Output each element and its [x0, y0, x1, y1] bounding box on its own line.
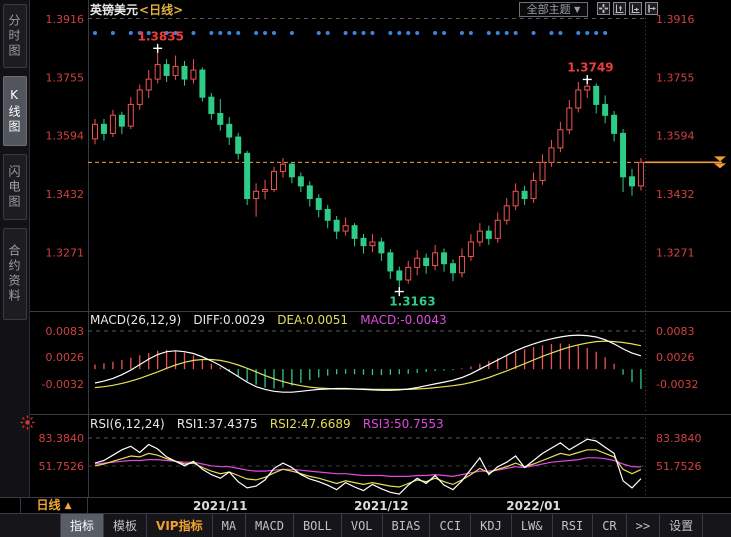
chart-title: 英镑美元<日线>	[90, 1, 183, 18]
x-axis-month-label: 2021/11	[193, 499, 248, 513]
sidebar: 分时图 K线图闪电图合约资料	[0, 0, 30, 497]
bottom-tab-rsi[interactable]: RSI	[553, 514, 594, 537]
bottom-tab-vip-indicator[interactable]: VIP指标	[147, 514, 213, 537]
svg-text:1.3916: 1.3916	[46, 13, 85, 26]
svg-text:1.3163: 1.3163	[389, 295, 435, 309]
current-price-line	[88, 156, 726, 169]
bottom-tab-boll[interactable]: BOLL	[294, 514, 342, 537]
bottom-tab-more[interactable]: >>	[627, 514, 661, 537]
rsi-header: RSI(6,12,24) RSI1:37.4375 RSI2:47.6689 R…	[90, 417, 444, 431]
bottom-tab-lw[interactable]: LW&	[512, 514, 553, 537]
symbol-name: 英镑美元	[90, 3, 139, 17]
y-axis-scale-icon	[615, 4, 624, 13]
bottom-tab-cci[interactable]: CCI	[430, 514, 472, 537]
svg-text:1.3749: 1.3749	[567, 60, 613, 74]
macd-layer	[94, 334, 642, 393]
macd-macd-value: MACD:-0.0043	[360, 313, 447, 327]
svg-text:1.3432: 1.3432	[656, 188, 695, 201]
gridlines	[88, 18, 645, 467]
macd-header: MACD(26,12,9) DIFF:0.0029 DEA:0.0051 MAC…	[90, 313, 447, 327]
x-axis-month-label: 2021/12	[354, 499, 409, 513]
sidebar-tab-contract-info[interactable]: 合约资料	[2, 228, 27, 320]
macd-name: MACD(26,12,9)	[90, 313, 182, 327]
svg-text:0.0083: 0.0083	[656, 325, 695, 338]
x-axis-scale-icon	[631, 4, 640, 13]
rsi2-value: RSI2:47.6689	[269, 417, 351, 431]
period-label: <日线>	[139, 3, 184, 17]
crosshair-icon	[599, 4, 608, 13]
svg-text:1.3755: 1.3755	[656, 71, 695, 84]
svg-text:0.0026: 0.0026	[656, 351, 695, 364]
rsi3-value: RSI3:50.7553	[362, 417, 444, 431]
crosshair-button[interactable]	[597, 2, 610, 15]
macd-diff-value: DIFF:0.0029	[193, 313, 266, 327]
y-axis-scale-button[interactable]	[613, 2, 626, 15]
theme-dropdown-label: 全部主题	[526, 3, 571, 16]
svg-text:1.3271: 1.3271	[46, 246, 85, 259]
sidebar-tab-flash-chart[interactable]: 闪电图	[2, 154, 27, 220]
bottom-tab-ma[interactable]: MA	[213, 514, 247, 537]
svg-text:1.3916: 1.3916	[656, 13, 695, 26]
bottom-tab-settings[interactable]: 设置	[660, 514, 704, 537]
indicator-tabbar: 指标 模板 VIP指标 MA MACD BOLL VOL BIAS CCI KDJ LW& RSI CR…	[0, 514, 731, 537]
period-selector-label: 日线	[36, 498, 61, 512]
pan-right-button[interactable]	[645, 2, 658, 15]
svg-text:1.3755: 1.3755	[46, 71, 85, 84]
bottom-tab-kdj[interactable]: KDJ	[471, 514, 512, 537]
svg-text:51.7526: 51.7526	[39, 460, 85, 473]
triangle-up-icon: ▲	[64, 501, 72, 511]
theme-dropdown[interactable]: 全部主题 ▼	[519, 2, 588, 17]
svg-text:1.3432: 1.3432	[46, 188, 85, 201]
panel-frame	[30, 0, 731, 497]
svg-text:1.3271: 1.3271	[656, 246, 695, 259]
rsi1-value: RSI1:37.4375	[176, 417, 258, 431]
bottom-tab-template[interactable]: 模板	[104, 514, 148, 537]
price-annotations: 1.3835 1.3749 1.3163	[138, 29, 614, 308]
svg-text:0.0083: 0.0083	[46, 325, 85, 338]
svg-text:0.0026: 0.0026	[46, 351, 85, 364]
svg-text:-0.0032: -0.0032	[42, 378, 84, 391]
bottom-tab-vol[interactable]: VOL	[342, 514, 383, 537]
signal-dots-layer	[93, 31, 608, 35]
x-axis-scale-button[interactable]	[629, 2, 642, 15]
sidebar-tab-time-chart[interactable]: 分时图	[2, 4, 27, 68]
pan-right-icon	[648, 4, 656, 13]
bottom-tab-bias[interactable]: BIAS	[383, 514, 431, 537]
svg-text:1.3594: 1.3594	[46, 130, 85, 143]
alert-sun-icon[interactable]	[20, 415, 35, 430]
rsi-name: RSI(6,12,24)	[90, 417, 165, 431]
bottom-tab-cr[interactable]: CR	[593, 514, 627, 537]
period-selector[interactable]: 日线 ▲	[20, 498, 88, 513]
svg-text:83.3840: 83.3840	[656, 432, 702, 445]
y-axis-labels: 1.3916 1.3916 1.3755 1.3755 1.3594 1.3594 1.34…	[39, 13, 702, 473]
svg-text:1.3594: 1.3594	[656, 130, 695, 143]
x-axis-month-label: 2022/01	[506, 499, 561, 513]
macd-dea-value: DEA:0.0051	[277, 313, 349, 327]
svg-text:51.7526: 51.7526	[656, 460, 702, 473]
x-axis-row: 日线 ▲ 2021/11 2021/12 2022/01	[0, 497, 731, 514]
rsi-layer	[94, 438, 642, 495]
chevron-down-icon: ▼	[574, 5, 581, 14]
bottom-tab-macd[interactable]: MACD	[246, 514, 294, 537]
bottom-tab-indicator[interactable]: 指标	[60, 514, 105, 537]
svg-text:1.3835: 1.3835	[138, 29, 184, 43]
svg-text:-0.0032: -0.0032	[656, 378, 698, 391]
candlestick-layer	[92, 48, 644, 292]
sidebar-tab-kline-chart[interactable]: K线图	[2, 76, 27, 146]
svg-text:83.3840: 83.3840	[39, 432, 85, 445]
